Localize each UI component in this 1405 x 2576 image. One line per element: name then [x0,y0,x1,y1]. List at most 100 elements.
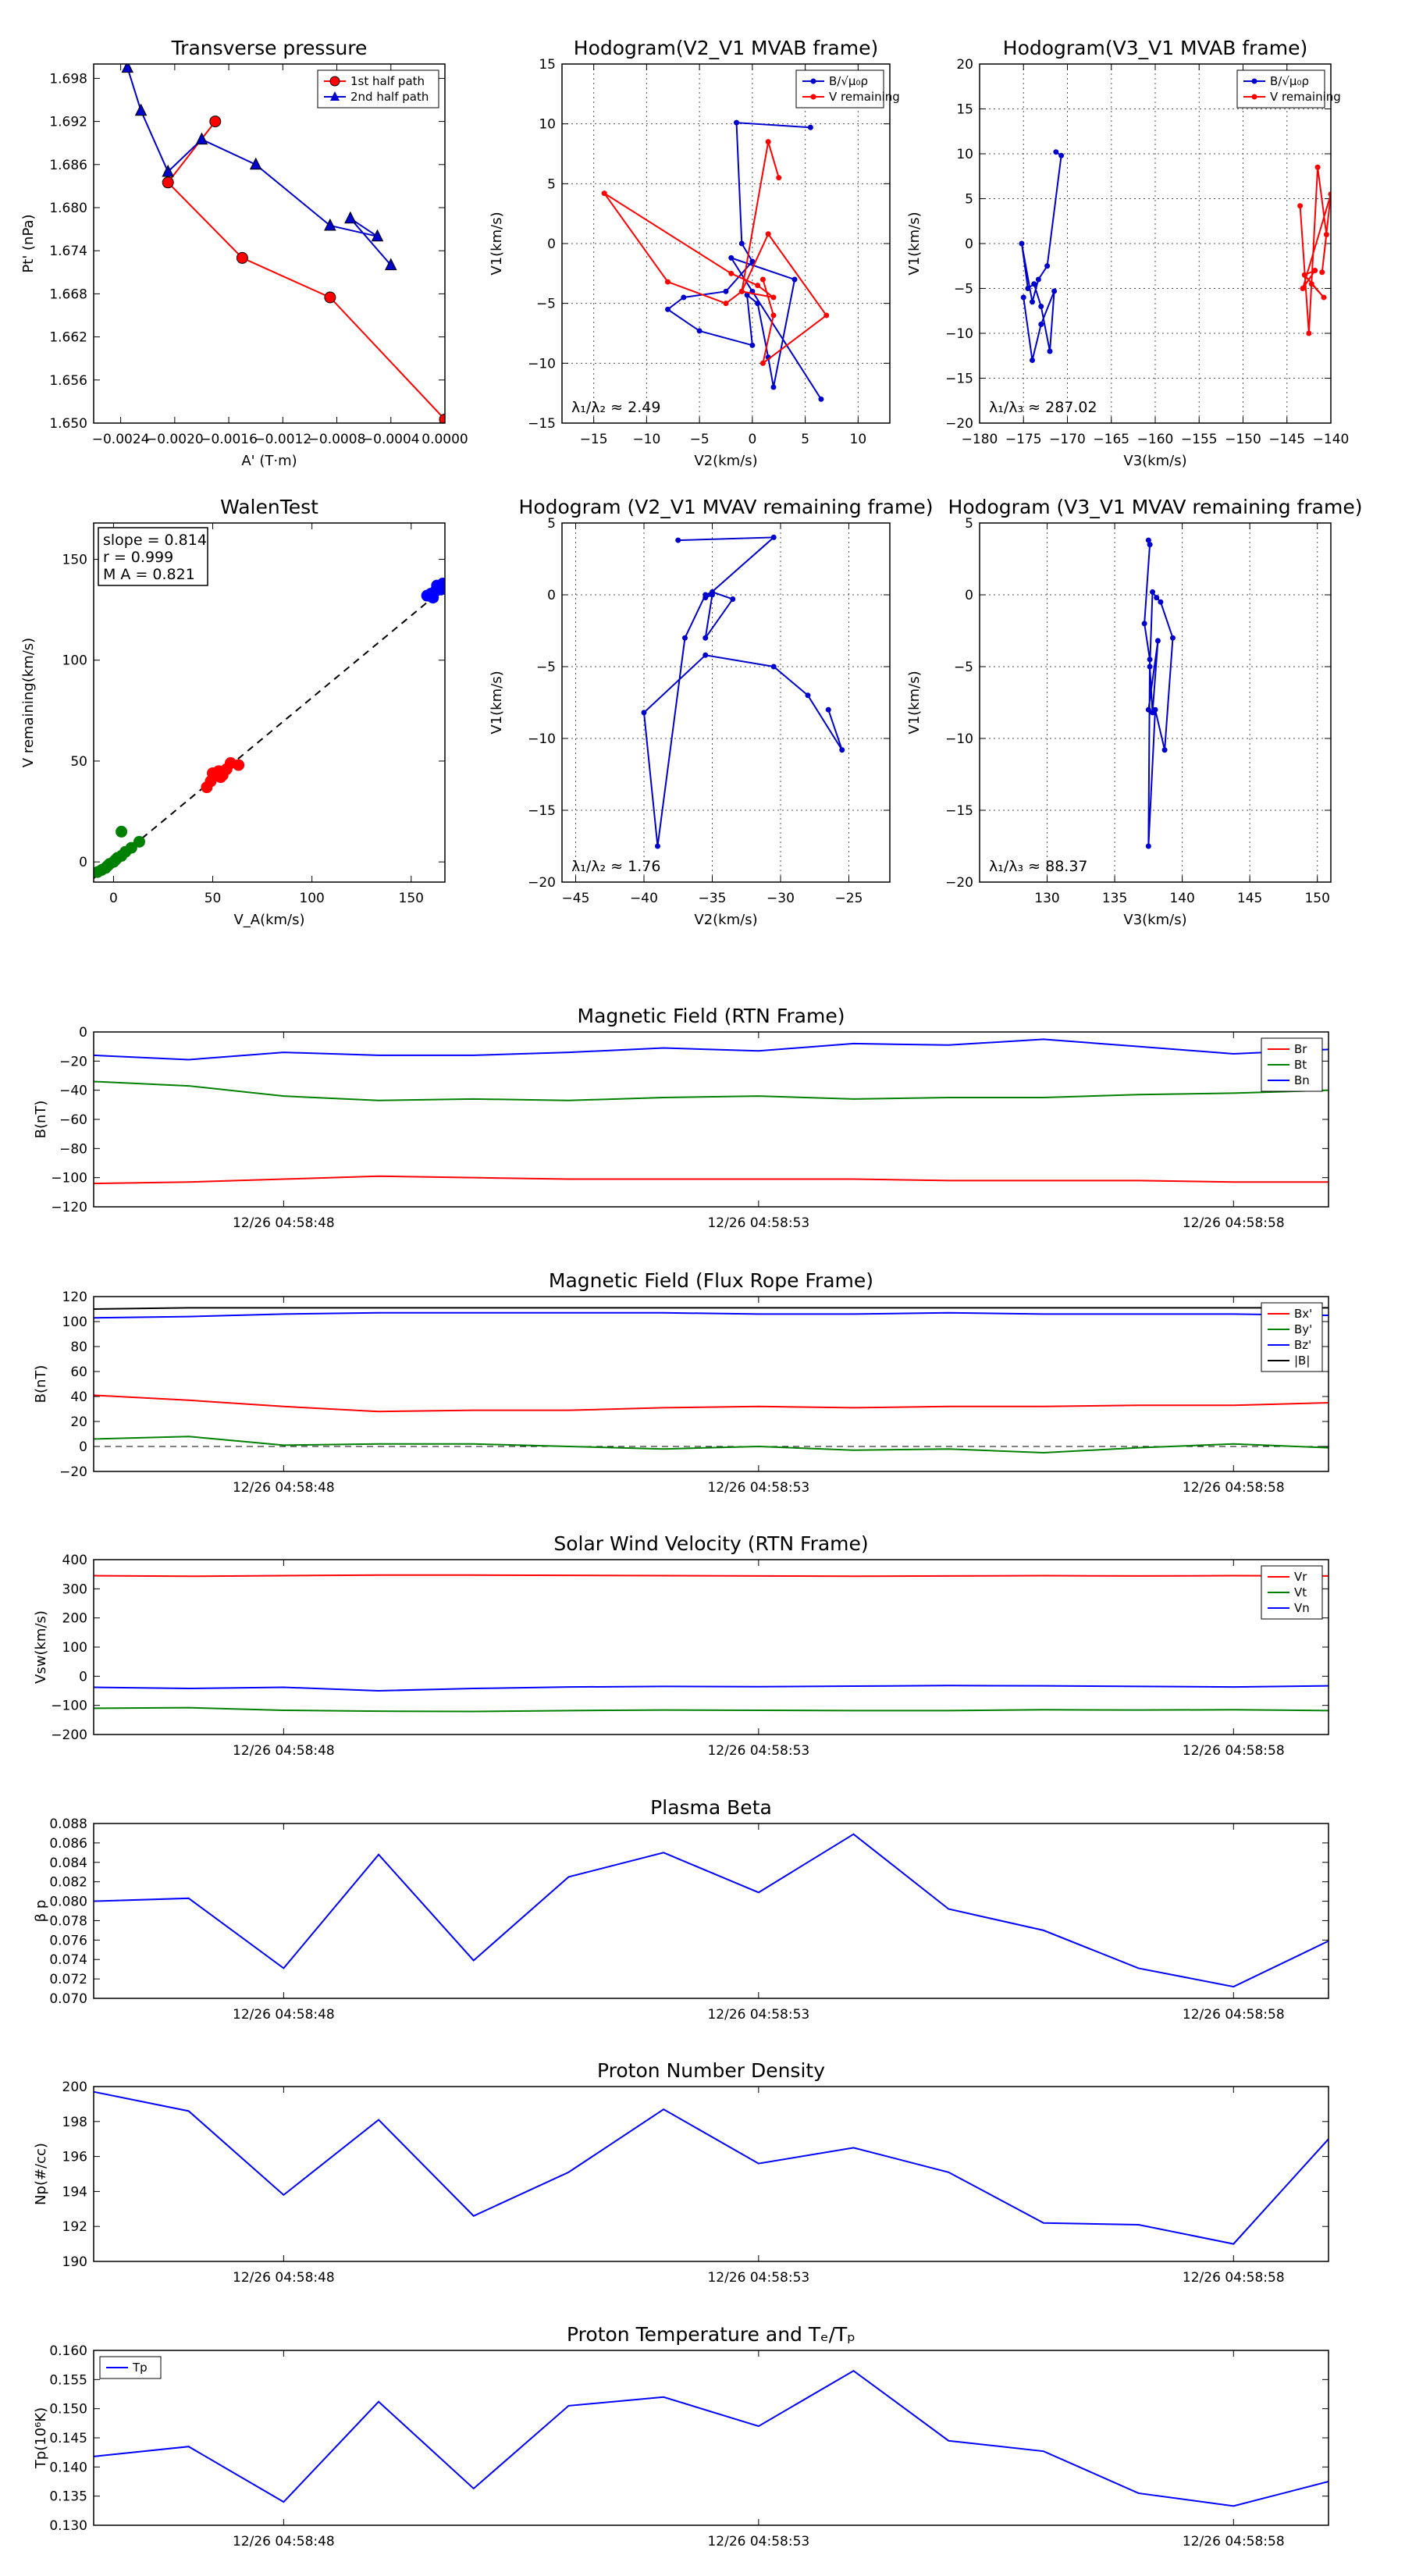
y-tick-label: 0.130 [49,2518,87,2534]
axes-frame [93,63,446,424]
series-line-Vt [94,1706,1329,1713]
y-tick-label: 0.072 [49,1972,87,1987]
y-tick-label: 0.076 [49,1933,87,1948]
x-tick-label: 0 [748,432,756,447]
data-point [1312,268,1318,273]
data-point [1031,281,1037,287]
x-axis-label: V2(km/s) [694,453,757,469]
legend-label: 1st half path [350,74,425,88]
data-point [702,595,709,601]
y-tick-label: 198 [62,2115,87,2130]
plot-area [121,64,445,423]
legend-box [795,69,884,109]
ratio-annotation: λ₁/λ₃ ≈ 287.02 [989,399,1097,416]
data-point [1030,299,1035,305]
legend-label: Bt [1294,1058,1307,1072]
stats-label: slope = 0.814 [103,532,207,549]
data-point [770,534,777,540]
x-tick-label: −145 [1268,432,1305,447]
y-tick-label: 5 [547,176,556,192]
fit-line [94,587,445,879]
legend-marker [330,91,340,101]
data-point [233,759,245,771]
series-line-Bx' [94,1394,1329,1413]
y-tick-label: −60 [59,1112,87,1128]
x-tick-label: −150 [1225,432,1261,447]
data-point [1154,638,1161,644]
x-tick-label: 135 [1102,891,1127,906]
data-point [1300,286,1306,291]
chart-title: Magnetic Field (Flux Rope Frame) [549,1269,873,1292]
y-tick-label: 5 [965,192,973,208]
y-tick-label: 0 [79,1025,87,1041]
y-axis-label: Vsw(km/s) [33,1610,49,1684]
chart-title: Proton Number Density [597,2059,825,2082]
x-tick-label: 12/26 04:58:53 [707,2007,809,2023]
y-tick-label: 196 [62,2150,87,2165]
y-tick-label: −15 [528,803,556,819]
data-point [1020,294,1026,301]
axes-frame [93,1031,1329,1208]
chart-title: Hodogram (V3_V1 MVAV remaining frame) [948,496,1363,518]
x-tick-label: 12/26 04:58:48 [233,1743,335,1759]
data-point [1306,330,1312,336]
data-point [702,635,709,641]
data-point [723,288,729,294]
x-tick-label: 50 [205,891,222,906]
data-point [681,294,687,301]
axes-frame [561,63,891,424]
y-tick-label: 15 [539,57,556,73]
x-tick-label: 150 [1304,891,1329,906]
series-line-Vr [94,1574,1329,1578]
y-axis-label: β p [33,1900,49,1923]
chart-beta: Plasma Beta 0.070 0.072 0.074 0.076 0.078 0.08… [33,1796,1329,2023]
data-point [839,747,845,753]
data-point [770,294,777,301]
y-tick-label: 1.674 [49,244,87,259]
y-tick-label: 0 [547,237,556,252]
data-point [1051,288,1058,294]
ratio-annotation: λ₁/λ₂ ≈ 2.49 [571,399,660,416]
data-point [765,231,771,237]
x-tick-label: −0.0024 [92,432,150,447]
y-tick-label: 300 [62,1582,87,1597]
y-axis-label: V1(km/s) [906,212,923,275]
data-point [101,859,114,872]
chart-title: Hodogram(V2_V1 MVAB frame) [574,37,878,59]
y-tick-label: −15 [945,372,973,387]
data-point [759,276,766,283]
x-tick-label: −0.0004 [362,432,420,447]
x-tick-label: −25 [835,891,863,906]
data-point [770,664,777,670]
data-point [249,157,262,170]
y-tick-label: 0.074 [49,1952,87,1968]
y-tick-label: 0.088 [49,1816,87,1832]
data-point [601,190,607,197]
chart-h1: Hodogram(V2_V1 MVAB frame) −15 −10 −5 0 5 10 15… [489,37,900,469]
data-point [675,537,681,543]
data-point [1145,706,1151,713]
data-point [755,301,761,307]
data-point [384,258,397,271]
y-tick-label: 100 [62,653,87,669]
legend-label: By' [1294,1322,1312,1336]
data-point [1328,191,1331,197]
y-tick-label: −15 [528,416,556,432]
x-tick-label: 12/26 04:58:48 [233,1480,335,1496]
ratio-annotation: λ₁/λ₃ ≈ 88.37 [989,858,1088,875]
chart-mag_rtn: Magnetic Field (RTN Frame) −120 −100 −80 −60… [33,1005,1329,1231]
x-tick-label: −180 [962,432,998,447]
x-tick-label: 12/26 04:58:53 [707,2270,809,2286]
data-point [133,835,145,848]
y-tick-label: 1.650 [49,416,87,432]
data-point [439,413,445,423]
y-tick-label: 200 [62,1611,87,1627]
data-point [825,706,831,713]
y-tick-label: 0 [965,237,973,252]
data-point [162,176,174,189]
y-tick-label: 100 [62,1315,87,1330]
legend-label: V remaining [1270,90,1341,104]
y-tick-label: 5 [965,516,973,532]
y-tick-label: −100 [51,1699,87,1714]
x-tick-label: 12/26 04:58:58 [1183,2007,1285,2023]
